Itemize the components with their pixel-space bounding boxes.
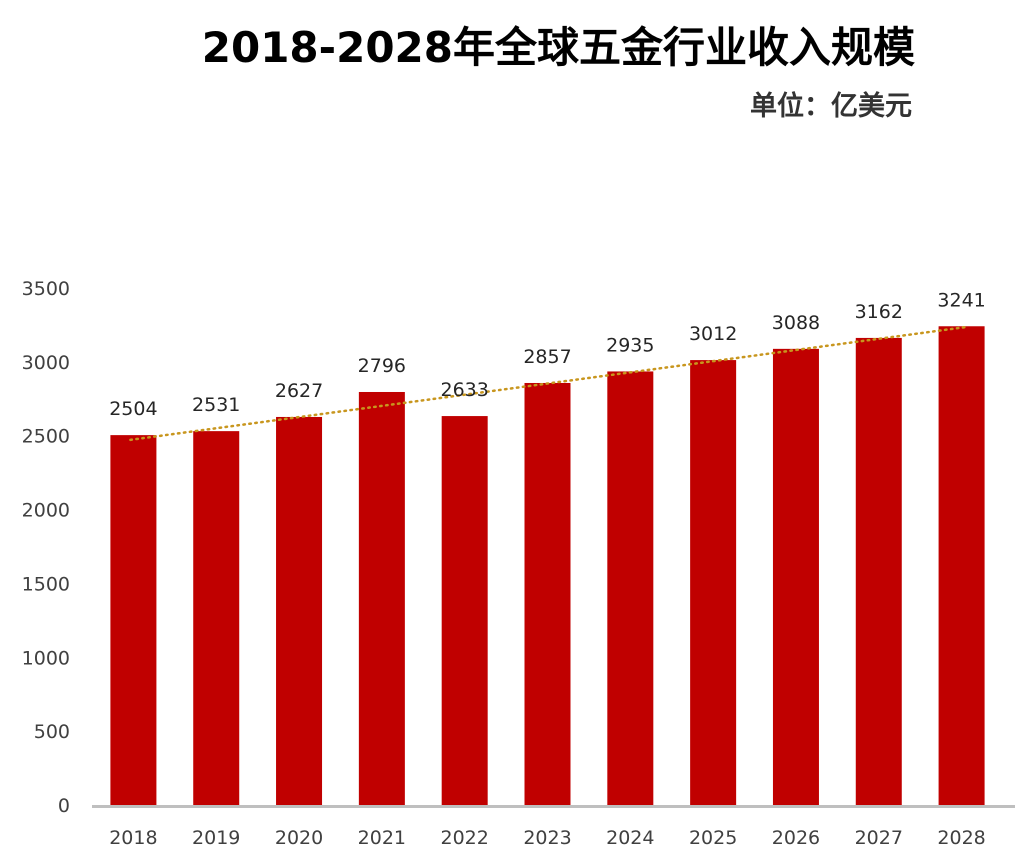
chart-title: 2018-2028年全球五金行业收入规模 [201, 23, 915, 72]
x-tick-label-2026: 2026 [772, 827, 820, 849]
bar-2019 [193, 431, 240, 805]
y-tick-label: 0 [58, 795, 70, 817]
bar-2020 [276, 416, 323, 805]
bar-2018 [110, 435, 157, 805]
bar-2025 [690, 360, 737, 805]
y-axis-tick-labels: 0 500 1000 1500 2000 2500 3000 3500 [22, 278, 70, 817]
x-tick-label-2020: 2020 [275, 827, 323, 849]
y-tick-label: 1500 [22, 573, 70, 595]
y-tick-label: 3000 [22, 352, 70, 374]
bar-2022 [441, 416, 488, 805]
data-label-2026: 3088 [772, 312, 820, 334]
x-tick-label-2025: 2025 [689, 827, 737, 849]
x-tick-label-2024: 2024 [606, 827, 654, 849]
data-label-2023: 2857 [523, 346, 571, 368]
data-label-2028: 3241 [937, 289, 985, 311]
data-label-2027: 3162 [855, 301, 903, 323]
data-labels: 2504 2531 2627 2796 2633 2857 2935 3012 3088 3162… [109, 289, 986, 420]
data-label-2024: 2935 [606, 334, 654, 356]
y-tick-label: 3500 [22, 278, 70, 300]
bar-2021 [358, 391, 405, 805]
x-tick-label-2027: 2027 [855, 827, 903, 849]
bar-2024 [607, 371, 654, 805]
y-tick-label: 1000 [22, 647, 70, 669]
x-axis-tick-labels: 2018 2019 2020 2021 2022 2023 2024 2025 2026 2027… [109, 827, 986, 849]
bars [110, 326, 985, 805]
bar-2028 [938, 326, 985, 805]
y-tick-label: 2500 [22, 426, 70, 448]
data-label-2019: 2531 [192, 394, 240, 416]
y-tick-label: 500 [34, 721, 70, 743]
data-label-2021: 2796 [358, 355, 406, 377]
x-tick-label-2021: 2021 [358, 827, 406, 849]
x-tick-label-2023: 2023 [523, 827, 571, 849]
bar-2026 [772, 348, 819, 805]
bar-2027 [855, 337, 902, 805]
data-label-2018: 2504 [109, 398, 157, 420]
chart-subtitle: 单位：亿美元 [750, 91, 912, 122]
x-tick-label-2019: 2019 [192, 827, 240, 849]
y-tick-label: 2000 [22, 500, 70, 522]
trendline [129, 325, 966, 442]
x-tick-label-2022: 2022 [441, 827, 489, 849]
data-label-2025: 3012 [689, 323, 737, 345]
data-label-2022: 2633 [441, 379, 489, 401]
x-tick-label-2018: 2018 [109, 827, 157, 849]
bar-2023 [524, 382, 571, 805]
x-tick-label-2028: 2028 [937, 827, 985, 849]
data-label-2020: 2627 [275, 380, 323, 402]
